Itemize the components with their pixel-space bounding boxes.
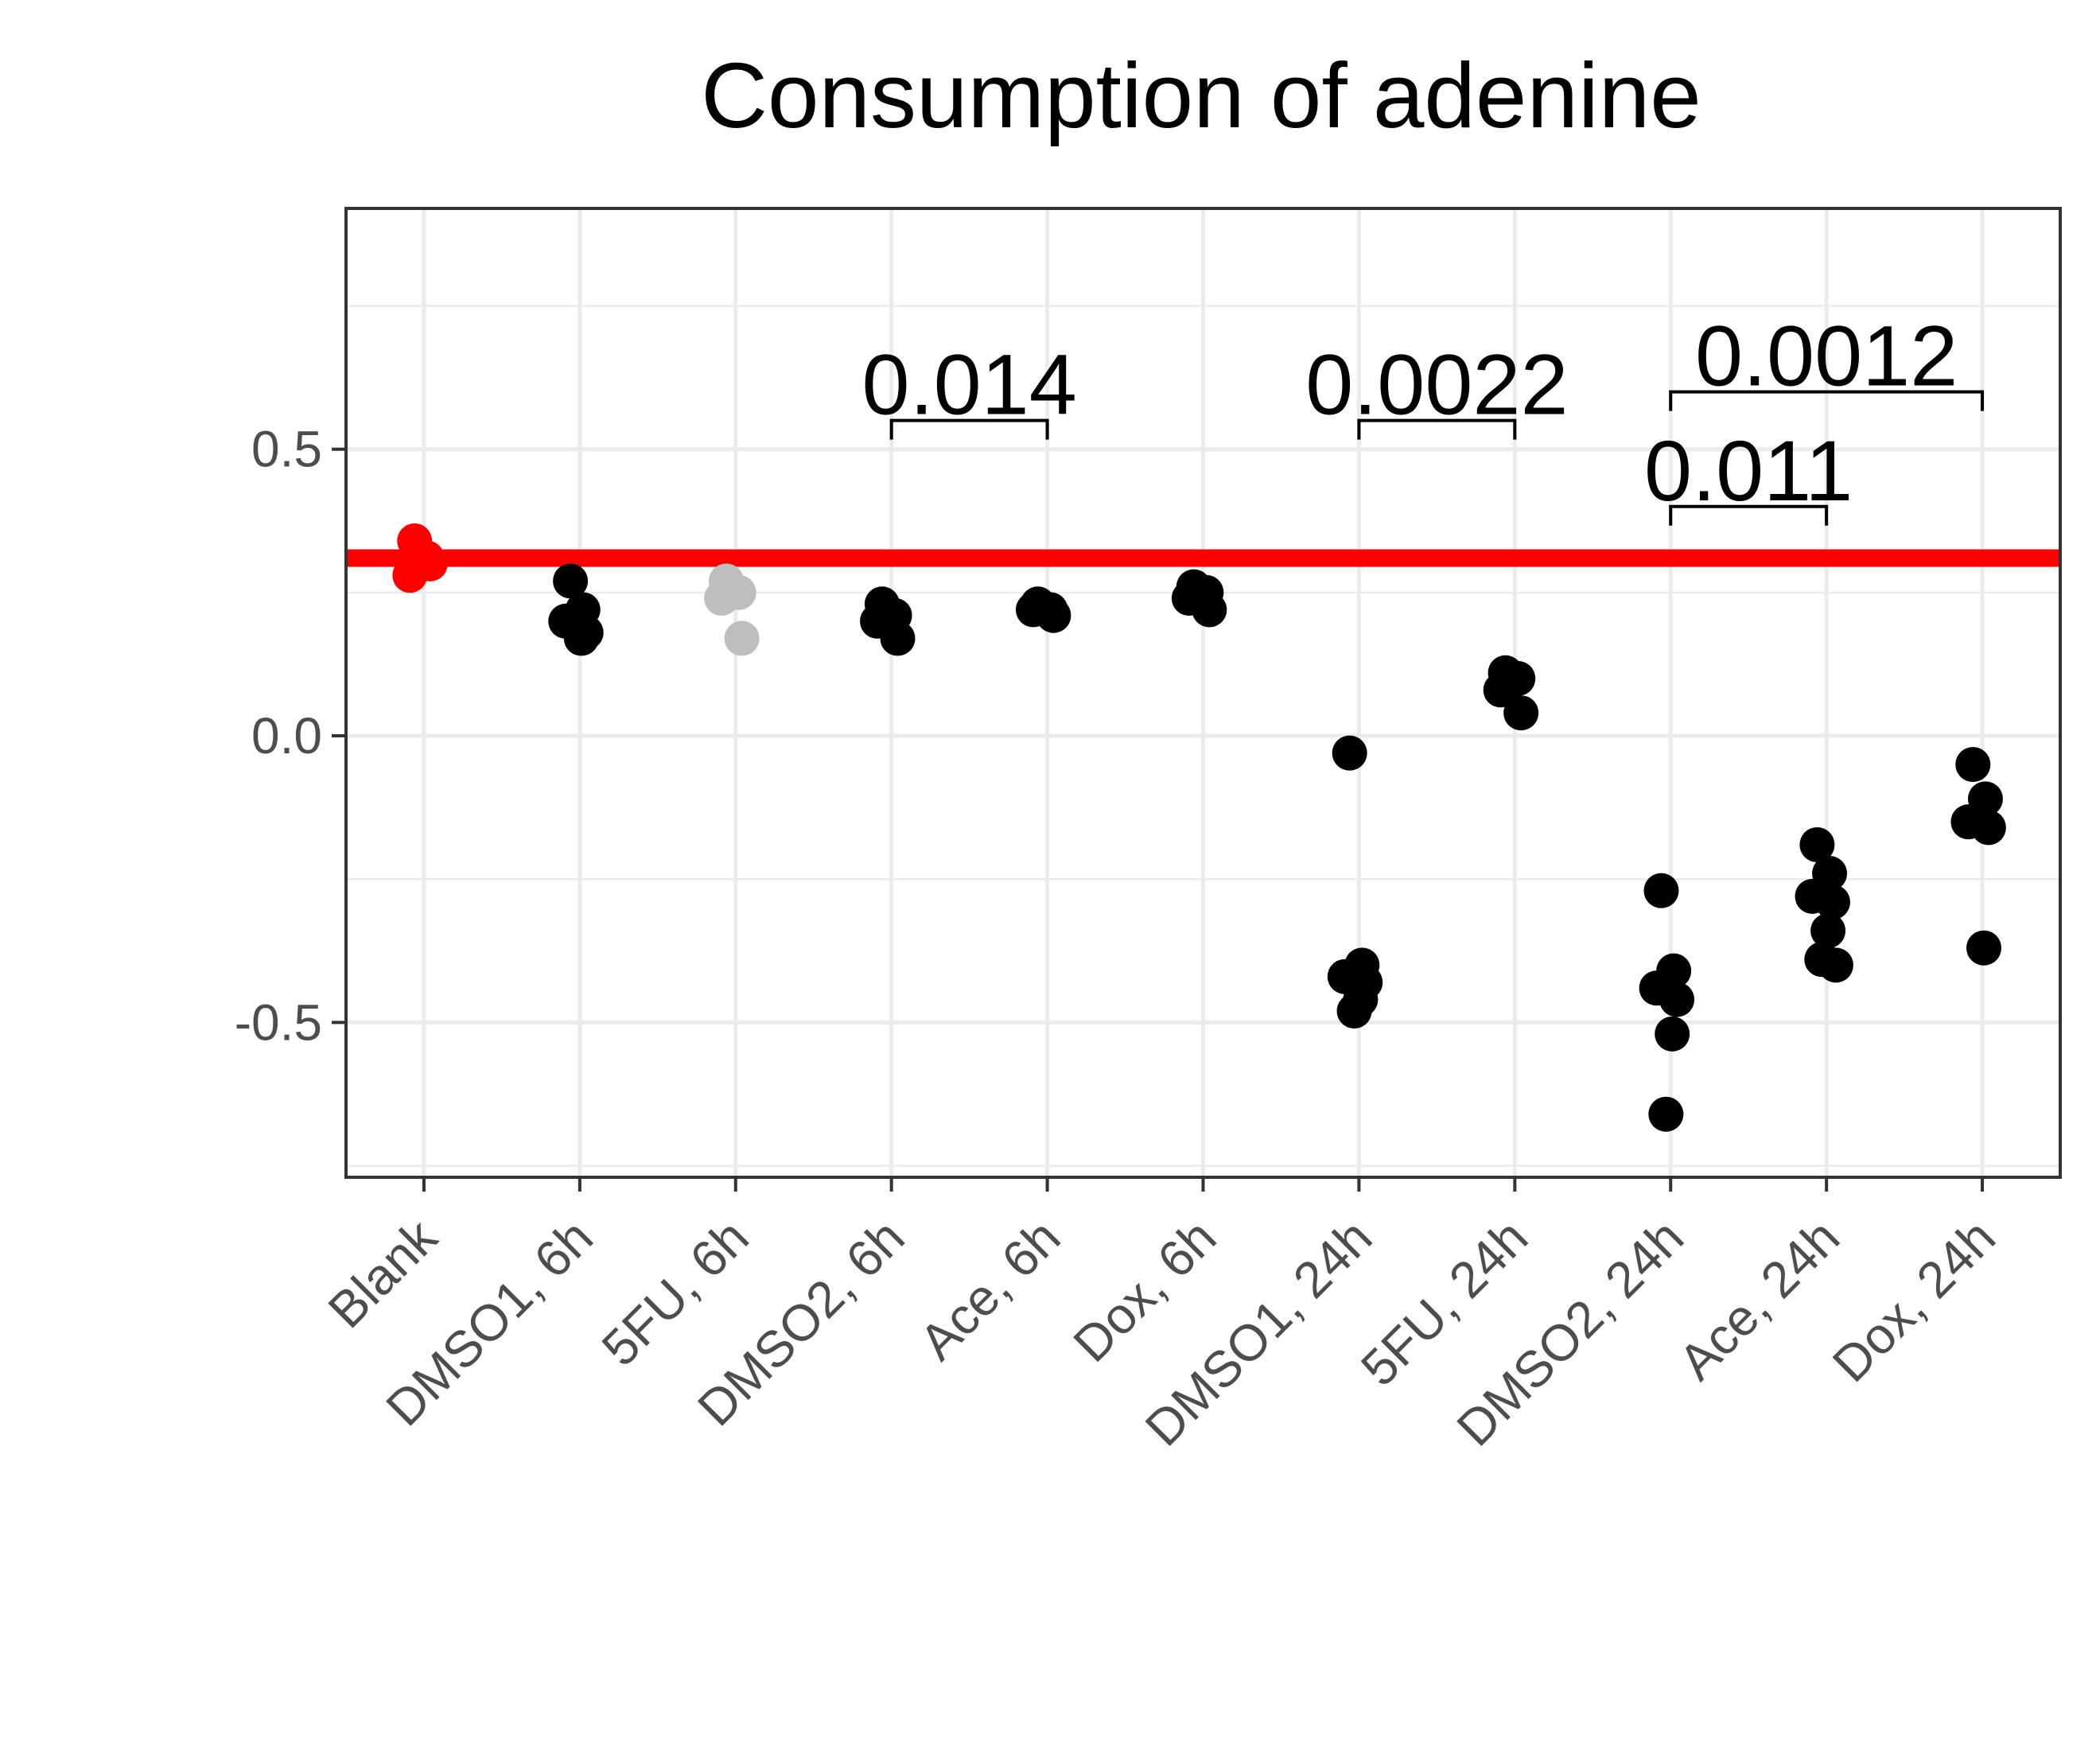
x-tick-label: Ace, 24h [1667, 1208, 1850, 1391]
data-point [1970, 810, 2006, 846]
x-tick-label: Dox, 24h [1822, 1208, 2006, 1393]
data-point [1818, 947, 1853, 983]
data-point [704, 581, 740, 616]
data-point [412, 546, 448, 581]
p-value-label: 0.014 [862, 336, 1077, 433]
significance-bracket [1669, 390, 1985, 411]
significance-annotations: 0.014 0.0022 0.011 0.0012 [862, 308, 1985, 526]
y-tick-label: 0.5 [251, 421, 322, 478]
chart-title: Consumption of adenine [701, 44, 1701, 147]
significance-bracket [889, 418, 1049, 440]
data-point [1036, 597, 1071, 633]
data-point [1643, 873, 1679, 908]
significance-bracket [1357, 418, 1517, 440]
data-point [1659, 982, 1695, 1017]
significance-bracket [1669, 504, 1829, 526]
data-point [563, 620, 599, 656]
data-point [1503, 695, 1539, 731]
data-point [1955, 747, 1991, 783]
data-point [1483, 672, 1519, 708]
y-tick-label: 0.0 [251, 707, 322, 764]
data-point [1810, 913, 1846, 949]
p-value-label: 0.0012 [1695, 308, 1958, 404]
data-point [1332, 735, 1367, 771]
data-point [1966, 930, 2002, 966]
data-point [553, 563, 589, 599]
p-value-label: 0.0022 [1305, 336, 1568, 433]
data-point [1799, 826, 1835, 862]
data-point [1648, 1096, 1684, 1132]
data-point [1192, 592, 1227, 628]
y-tick-label: -0.5 [235, 994, 322, 1051]
data-point [880, 620, 916, 656]
data-point [1336, 993, 1372, 1029]
data-point [724, 620, 760, 656]
data-point [1655, 1016, 1690, 1052]
data-points [392, 523, 2006, 1132]
x-tick-label: Blank [317, 1208, 449, 1339]
x-tick-label: Ace, 6h [908, 1208, 1071, 1371]
p-value-label: 0.011 [1644, 422, 1853, 519]
data-point [1814, 885, 1850, 920]
